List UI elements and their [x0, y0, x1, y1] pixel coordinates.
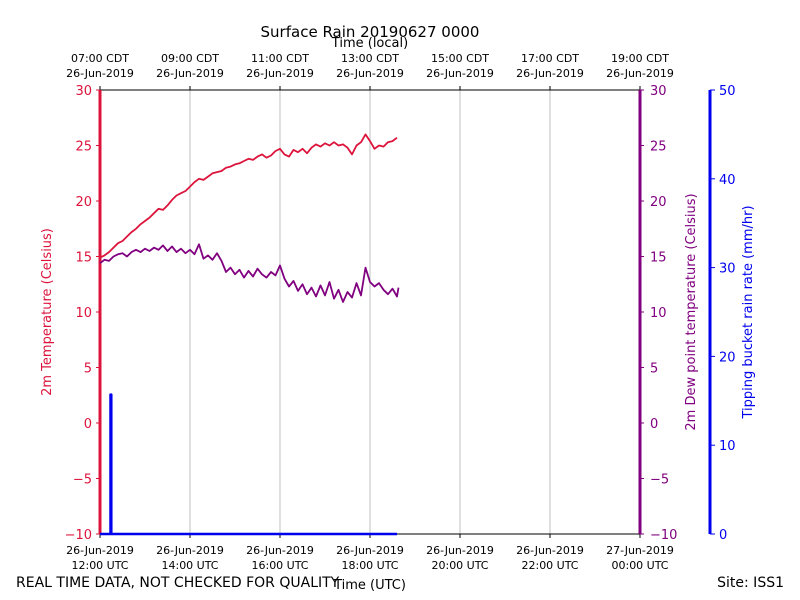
rain-rate-tick-label: 40 — [719, 173, 736, 188]
dewpoint-tick-label: 10 — [650, 306, 667, 321]
bottom-tick-date: 26-Jun-2019 — [336, 544, 404, 557]
left-tick-label: −5 — [73, 473, 92, 488]
bottom-tick-time: 00:00 UTC — [611, 559, 668, 572]
bottom-tick-date: 27-Jun-2019 — [606, 544, 674, 557]
dewpoint-tick-label: 5 — [650, 362, 658, 377]
rain-rate-tick-label: 20 — [719, 350, 736, 365]
bottom-tick-time: 22:00 UTC — [521, 559, 578, 572]
dewpoint-tick-label: −10 — [650, 528, 677, 543]
left-tick-label: 10 — [75, 306, 92, 321]
bottom-tick-date: 26-Jun-2019 — [66, 544, 134, 557]
left-tick-label: 30 — [75, 84, 92, 99]
left-tick-label: 0 — [84, 417, 92, 432]
left-tick-label: 20 — [75, 195, 92, 210]
dewpoint-tick-label: 15 — [650, 251, 667, 266]
series-lines — [99, 133, 400, 536]
bottom-tick-time: 14:00 UTC — [161, 559, 218, 572]
left-tick-label: 5 — [84, 362, 92, 377]
rain-rate-tick-label: 10 — [719, 439, 736, 454]
bottom-tick-date: 26-Jun-2019 — [246, 544, 314, 557]
top-tick-date: 26-Jun-2019 — [246, 67, 314, 80]
dewpoint-tick-label: 0 — [650, 417, 658, 432]
site-label: Site: ISS1 — [717, 575, 784, 591]
top-tick-time: 11:00 CDT — [251, 52, 309, 65]
top-tick-time: 19:00 CDT — [611, 52, 669, 65]
data-quality-note: REAL TIME DATA, NOT CHECKED FOR QUALITY — [16, 575, 340, 591]
chart-title: Surface Rain 20190627 0000 — [261, 23, 480, 41]
axes — [96, 86, 715, 538]
top-tick-date: 26-Jun-2019 — [426, 67, 494, 80]
bottom-tick-date: 26-Jun-2019 — [516, 544, 584, 557]
top-tick-time: 17:00 CDT — [521, 52, 579, 65]
bottom-tick-time: 20:00 UTC — [431, 559, 488, 572]
left-tick-label: 15 — [75, 251, 92, 266]
dewpoint-tick-label: 30 — [650, 84, 667, 99]
rain-rate-axis-label: Tipping bucket rain rate (mm/hr) — [741, 205, 756, 419]
top-axis-label: Time (local) — [331, 36, 408, 51]
top-tick-time: 13:00 CDT — [341, 52, 399, 65]
dewpoint-tick-label: −5 — [650, 473, 669, 488]
rain_rate-line — [100, 393, 397, 536]
rain-rate-tick-label: 0 — [719, 528, 727, 543]
grid-lines — [189, 90, 551, 534]
left-tick-label: 25 — [75, 140, 92, 155]
bottom-tick-time: 16:00 UTC — [251, 559, 308, 572]
top-tick-date: 26-Jun-2019 — [66, 67, 134, 80]
dewpoint-tick-label: 25 — [650, 140, 667, 155]
top-tick-date: 26-Jun-2019 — [516, 67, 584, 80]
rain-rate-tick-label: 30 — [719, 262, 736, 277]
dewpoint-line — [99, 243, 400, 303]
top-tick-time: 07:00 CDT — [71, 52, 129, 65]
top-tick-date: 26-Jun-2019 — [156, 67, 224, 80]
top-tick-date: 26-Jun-2019 — [336, 67, 404, 80]
dewpoint-tick-label: 20 — [650, 195, 667, 210]
left-axis-label: 2m Temperature (Celsius) — [40, 228, 55, 396]
bottom-axis-label: Time (UTC) — [333, 578, 406, 593]
tick-labels: 26-Jun-2019 12:00 UTC 26-Jun-2019 14:00 UTC… — [40, 52, 756, 572]
top-tick-time: 15:00 CDT — [431, 52, 489, 65]
top-tick-date: 26-Jun-2019 — [606, 67, 674, 80]
bottom-tick-time: 12:00 UTC — [71, 559, 128, 572]
rain-rate-tick-label: 50 — [719, 84, 736, 99]
top-tick-time: 09:00 CDT — [161, 52, 219, 65]
bottom-tick-date: 26-Jun-2019 — [426, 544, 494, 557]
bottom-tick-date: 26-Jun-2019 — [156, 544, 224, 557]
bottom-tick-time: 18:00 UTC — [341, 559, 398, 572]
temperature-line — [99, 133, 398, 259]
dewpoint-axis-label: 2m Dew point temperature (Celsius) — [684, 193, 699, 430]
left-tick-label: −10 — [65, 528, 92, 543]
